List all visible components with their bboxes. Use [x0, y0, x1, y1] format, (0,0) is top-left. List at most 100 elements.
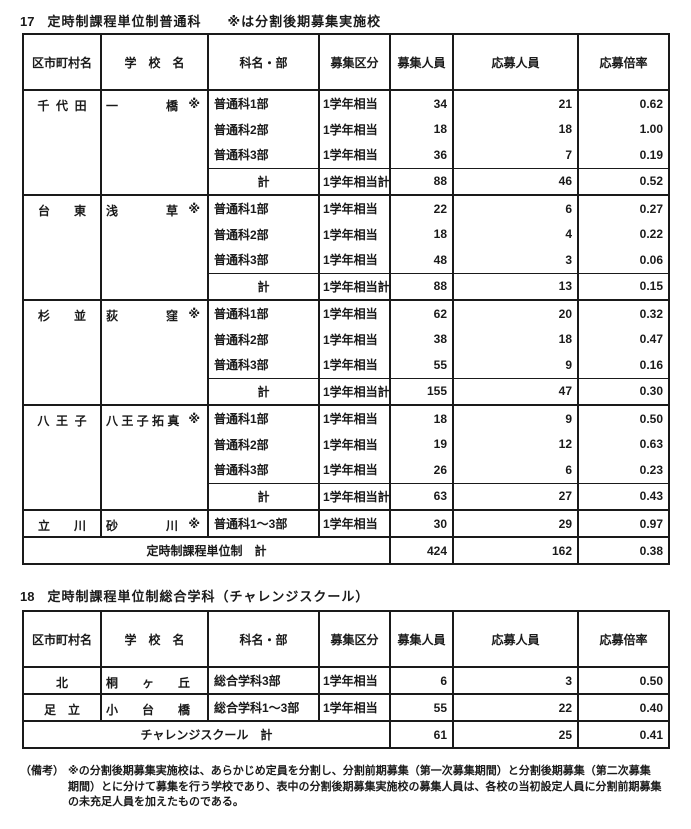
section-18-number: 18 [20, 589, 35, 604]
department-cell: 普通科2部 [207, 326, 319, 352]
applicant-count-cell: 18 [452, 116, 578, 142]
applicant-ratio-cell: 0.63 [577, 431, 669, 457]
section-17-note: ※は分割後期募集実施校 [227, 14, 382, 29]
column-header: 募集人員 [389, 34, 453, 91]
applicant-count-cell: 46 [452, 167, 578, 195]
school-row: 普通科2部 1学年相当 38 18 0.47 [23, 326, 669, 352]
column-header: 学 校 名 [100, 34, 208, 91]
school-name: 小 台 橋 [106, 703, 191, 717]
header-row: 区市町村名学 校 名科名・部 募集区分 募集人員 応募人員 応募倍率 [22, 611, 669, 668]
column-header: 応募倍率 [577, 611, 669, 668]
recruit-division-cell: 1学年相当 [318, 299, 390, 326]
remarks-label: （備考） [20, 765, 64, 777]
subtotal-label-cell: 計 [207, 272, 319, 300]
school-name: 砂 川 [106, 519, 179, 533]
subtotal-row: 計 1学年相当計 88 13 0.15 [23, 272, 669, 300]
admissions-table: 区市町村名学 校 名科名・部 募集区分 募集人員 応募人員 応募倍率北桐 ヶ 丘総合学科… [22, 610, 670, 749]
recruit-division-cell: 1学年相当 [318, 221, 390, 247]
department-cell: 普通科1部 [207, 404, 319, 431]
total-row: チャレンジスクール 計 61 25 0.41 [22, 720, 669, 748]
municipality-cell: 足 立 [22, 693, 101, 721]
school-name: 荻 窪 [106, 309, 179, 323]
applicant-count-cell: 7 [452, 142, 578, 168]
total-applicant-cell: 162 [452, 536, 578, 564]
applicant-count-cell: 21 [452, 89, 578, 116]
school-row: 普通科2部 1学年相当 19 12 0.63 [23, 431, 669, 457]
recruit-division-cell: 1学年相当 [318, 326, 390, 352]
recruit-division-cell: 1学年相当 [318, 509, 390, 537]
subtotal-label-cell: 計 [207, 167, 319, 195]
split-late-recruitment-mark: ※ [188, 517, 200, 531]
school-name: 桐 ヶ 丘 [106, 676, 191, 690]
total-row: 定時制課程単位制 計 424 162 0.38 [22, 536, 669, 564]
remarks-line-2: 期間）とに分けて募集を行う学校であり、表中の分割後期募集実施校の募集人員は、各校… [68, 780, 662, 793]
school-row: 普通科2部 1学年相当 18 4 0.22 [23, 221, 669, 247]
school-row: 普通科3部 1学年相当 36 7 0.19 [23, 142, 669, 168]
applicant-ratio-cell: 0.22 [577, 221, 669, 247]
department-cell: 普通科3部 [207, 352, 319, 378]
column-header: 募集人員 [389, 611, 453, 668]
total-recruit-cell: 424 [389, 536, 453, 564]
section-18-heading: 18 定時制課程単位制総合学科（チャレンジスクール） [20, 586, 395, 605]
recruit-division-cell: 1学年相当 [318, 352, 390, 378]
municipality-cell: 台 東 [22, 194, 101, 300]
school-cell: 砂 川 ※ [100, 509, 208, 537]
subtotal-label-cell: 計 [207, 377, 319, 405]
recruit-count-cell: 48 [389, 247, 453, 273]
applicant-ratio-cell: 0.43 [577, 482, 669, 510]
recruit-division-cell: 1学年相当 [318, 89, 390, 116]
applicant-ratio-cell: 0.62 [577, 89, 669, 116]
applicant-count-cell: 6 [452, 194, 578, 221]
total-applicant-cell: 25 [452, 720, 578, 748]
applicant-ratio-cell: 0.52 [577, 167, 669, 195]
applicant-count-cell: 20 [452, 299, 578, 326]
applicant-ratio-cell: 0.30 [577, 377, 669, 405]
split-late-recruitment-mark: ※ [188, 307, 200, 321]
section-17-number: 17 [20, 14, 35, 29]
recruit-division-cell: 1学年相当 [318, 194, 390, 221]
school-row: 普通科2部 1学年相当 18 18 1.00 [23, 116, 669, 142]
remarks-line-3: の未充足人員を加えたものである。 [68, 796, 244, 808]
applicant-ratio-cell: 0.50 [577, 666, 669, 694]
total-ratio-cell: 0.38 [577, 536, 669, 564]
school-row: 普通科3部 1学年相当 26 6 0.23 [23, 457, 669, 483]
recruit-division-cell: 1学年相当 [318, 247, 390, 273]
school-row: 普通科3部 1学年相当 48 3 0.06 [23, 247, 669, 273]
department-cell: 普通科3部 [207, 142, 319, 168]
applicant-count-cell: 9 [452, 404, 578, 431]
school-row: 千 代 田一 橋 ※ 普通科1部 1学年相当 34 21 0.62 [22, 89, 669, 195]
recruit-count-cell: 55 [389, 352, 453, 378]
recruit-count-cell: 62 [389, 299, 453, 326]
applicant-ratio-cell: 0.47 [577, 326, 669, 352]
school-cell: 一 橋 ※ [100, 89, 208, 195]
applicant-ratio-cell: 0.50 [577, 404, 669, 431]
subtotal-row: 計 1学年相当計 155 47 0.30 [23, 377, 669, 405]
municipality-cell: 杉 並 [22, 299, 101, 405]
recruit-count-cell: 88 [389, 167, 453, 195]
total-label-cell: チャレンジスクール 計 [22, 720, 390, 748]
applicant-ratio-cell: 0.97 [577, 509, 669, 537]
school-row: 普通科3部 1学年相当 55 9 0.16 [23, 352, 669, 378]
recruit-division-cell: 1学年相当計 [318, 272, 390, 300]
recruit-count-cell: 18 [389, 221, 453, 247]
school-row: 八 王 子八 王 子 拓 真 ※ 普通科1部 1学年相当 18 9 0.50 [22, 404, 669, 510]
applicant-count-cell: 22 [452, 693, 578, 721]
applicant-count-cell: 27 [452, 482, 578, 510]
column-header: 募集区分 [318, 34, 390, 91]
department-cell: 普通科2部 [207, 221, 319, 247]
column-header: 学 校 名 [100, 611, 208, 668]
recruit-division-cell: 1学年相当 [318, 693, 390, 721]
school-cell: 八 王 子 拓 真 ※ [100, 404, 208, 510]
school-row: 杉 並荻 窪 ※ 普通科1部 1学年相当 62 20 0.32 [22, 299, 669, 405]
applicant-ratio-cell: 1.00 [577, 116, 669, 142]
school-cell: 浅 草 ※ [100, 194, 208, 300]
recruit-count-cell: 19 [389, 431, 453, 457]
split-late-recruitment-mark: ※ [188, 97, 200, 111]
applicant-count-cell: 6 [452, 457, 578, 483]
header-row: 区市町村名学 校 名科名・部 募集区分 募集人員 応募人員 応募倍率 [22, 34, 669, 91]
school-cell: 桐 ヶ 丘 [100, 666, 208, 694]
recruit-count-cell: 18 [389, 404, 453, 431]
recruit-count-cell: 36 [389, 142, 453, 168]
recruit-count-cell: 22 [389, 194, 453, 221]
recruit-division-cell: 1学年相当計 [318, 167, 390, 195]
